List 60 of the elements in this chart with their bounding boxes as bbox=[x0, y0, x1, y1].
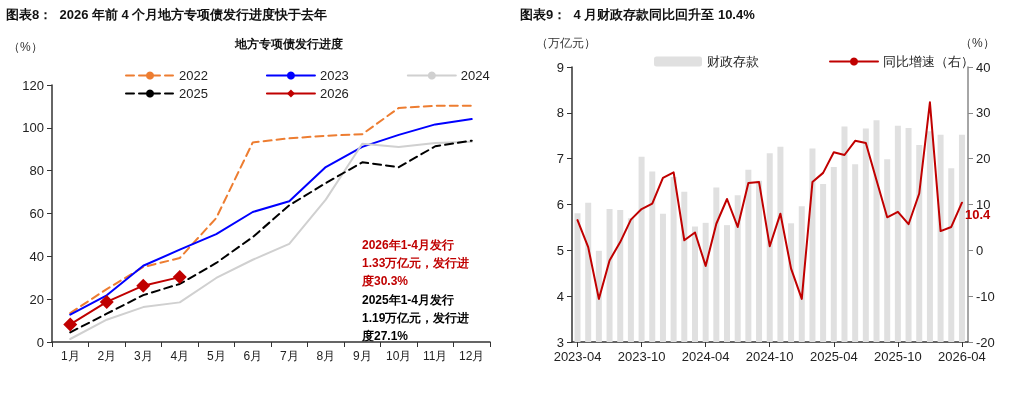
annotation: 2026年1-4月发行1.33万亿元，发行进度30.3% bbox=[361, 238, 470, 288]
y2-tick-label: -10 bbox=[976, 288, 995, 304]
y-tick-label: 8 bbox=[556, 105, 564, 121]
y-tick-label: 120 bbox=[22, 77, 44, 93]
x-tick-label: 6月 bbox=[243, 349, 263, 363]
x-tick-label: 1月 bbox=[60, 349, 80, 363]
x-tick-label: 8月 bbox=[316, 349, 336, 363]
y-tick-label: 7 bbox=[556, 151, 564, 167]
y-tick-label: 80 bbox=[29, 163, 44, 179]
legend-label: 财政存款 bbox=[707, 54, 759, 69]
x-tick-label: 9月 bbox=[352, 349, 372, 363]
y-axis-title: （%） bbox=[8, 40, 43, 54]
point bbox=[136, 278, 151, 293]
y2-tick-label: -20 bbox=[976, 334, 995, 350]
legend-label: 同比增速（右） bbox=[883, 54, 974, 69]
x-tick-label: 7月 bbox=[279, 349, 299, 363]
y-tick-label: 3 bbox=[556, 334, 564, 350]
y-tick-label: 0 bbox=[36, 334, 44, 350]
legend-label: 2026 bbox=[319, 86, 349, 101]
chart-title: 图表9： 4 月财政存款同比回升至 10.4% bbox=[520, 7, 756, 22]
x-tick-label: 12月 bbox=[459, 349, 485, 363]
y2-axis-title: （%） bbox=[960, 36, 995, 50]
y2-tick-label: 0 bbox=[976, 242, 984, 258]
point bbox=[172, 270, 187, 285]
line-series bbox=[576, 101, 963, 300]
y2-tick-label: 30 bbox=[976, 105, 991, 121]
y-tick-label: 6 bbox=[556, 197, 564, 212]
y-tick-label: 60 bbox=[29, 206, 44, 221]
legend-label: 2024 bbox=[460, 68, 490, 83]
y2-tick-label: 20 bbox=[976, 151, 991, 167]
x-tick-label: 2024-04 bbox=[681, 349, 730, 364]
x-tick-label: 2023-04 bbox=[553, 349, 602, 364]
point bbox=[99, 294, 114, 309]
chart-subtitle: 地方专项债发行进度 bbox=[234, 37, 343, 51]
chart-title: 图表8： 2026 年前 4 个月地方专项债发行进度快于去年 bbox=[6, 7, 328, 22]
legend-label: 2025 bbox=[179, 86, 208, 101]
legend-label: 2023 bbox=[319, 68, 349, 83]
x-tick-label: 2026-04 bbox=[938, 349, 986, 364]
annotation: 2025年1-4月发行1.19万亿元，发行进度27.1% bbox=[361, 293, 470, 343]
legend-label: 2022 bbox=[179, 68, 208, 83]
x-tick-label: 10月 bbox=[386, 349, 412, 363]
x-tick-label: 3月 bbox=[133, 349, 153, 363]
y-tick-label: 9 bbox=[556, 59, 564, 75]
y-tick-label: 100 bbox=[22, 120, 44, 136]
x-tick-label: 2月 bbox=[97, 349, 117, 363]
x-tick-label: 4月 bbox=[170, 349, 190, 363]
y-tick-label: 20 bbox=[29, 291, 44, 307]
y-axis-title: （万亿元） bbox=[536, 36, 596, 50]
y-tick-label: 4 bbox=[556, 288, 564, 304]
x-tick-label: 2025-10 bbox=[874, 349, 922, 364]
x-tick-label: 2024-10 bbox=[745, 349, 794, 364]
x-tick-label: 11月 bbox=[423, 349, 448, 363]
y-tick-label: 5 bbox=[556, 242, 564, 258]
point bbox=[63, 317, 78, 332]
y2-tick-label: 10 bbox=[976, 197, 991, 212]
x-tick-label: 5月 bbox=[206, 349, 226, 363]
y-tick-label: 40 bbox=[29, 248, 44, 264]
x-tick-label: 2023-10 bbox=[617, 349, 666, 364]
y2-tick-label: 40 bbox=[976, 59, 991, 75]
x-tick-label: 2025-04 bbox=[809, 349, 858, 364]
